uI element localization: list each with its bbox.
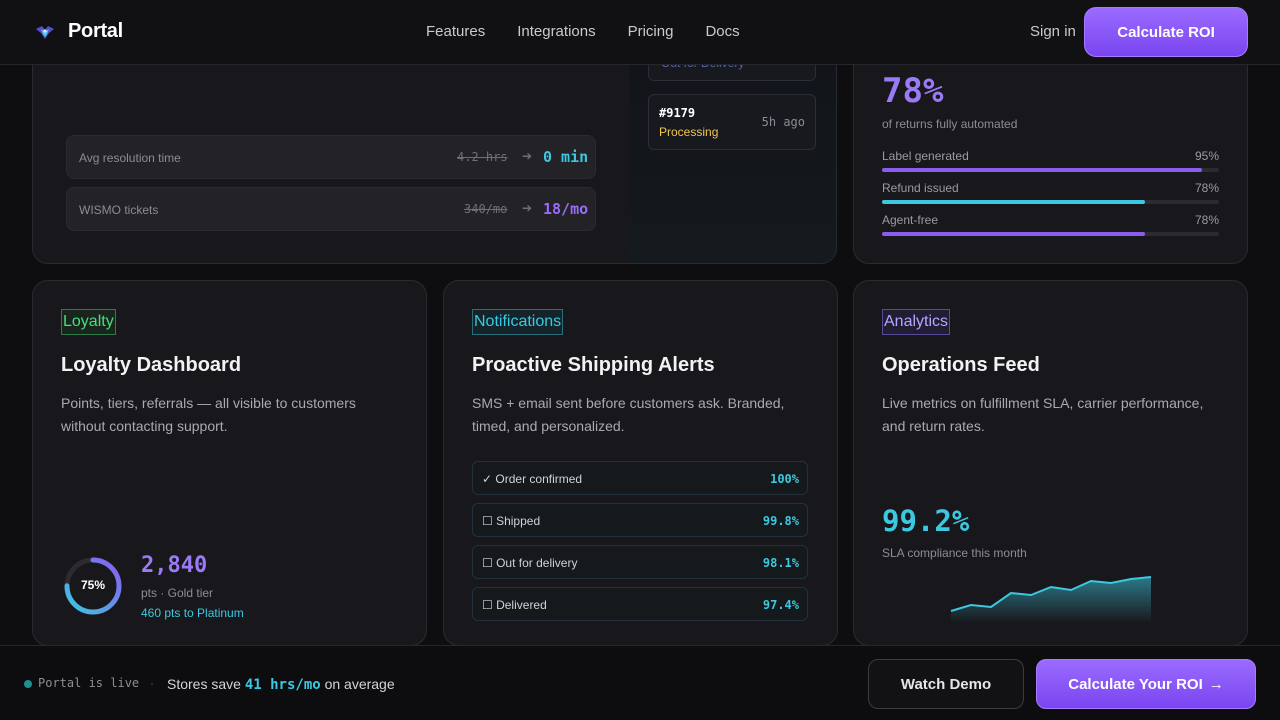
- bar-track: [882, 200, 1219, 204]
- brand-name: Portal: [68, 20, 123, 42]
- stat-old-value: 4.2 hrs: [457, 150, 508, 164]
- stat-label: Avg resolution time: [79, 151, 181, 165]
- stat-new-value: 18/mo: [543, 200, 589, 218]
- bar-track: [882, 232, 1219, 236]
- alert-label: ☐ Shipped: [482, 514, 541, 528]
- bottom-cta-bar: Portal is live · Stores save 41 hrs/mo o…: [0, 645, 1280, 720]
- card-description: Points, tiers, referrals — all visible t…: [61, 395, 356, 434]
- button-label: Calculate Your ROI: [1068, 675, 1203, 693]
- brand-logo[interactable]: Portal: [34, 20, 123, 43]
- bar-value: 78%: [1194, 213, 1219, 227]
- progress-bar-label-generated: Label generated 95%: [882, 149, 1219, 172]
- tier-progress-ring: [64, 557, 122, 615]
- nav-link-features[interactable]: Features: [426, 23, 486, 40]
- bar-fill: [882, 232, 1145, 236]
- bar-label: Refund issued: [882, 181, 959, 195]
- separator: ·: [150, 676, 154, 690]
- stat-old-value: 340/mo: [464, 202, 508, 216]
- loyalty-tag: Loyalty: [61, 309, 116, 335]
- nav-link-pricing[interactable]: Pricing: [627, 23, 674, 40]
- calculate-your-roi-button[interactable]: Calculate Your ROI →: [1036, 659, 1256, 709]
- analytics-card: Analytics Operations Feed Live metrics o…: [853, 280, 1248, 646]
- arrow-right-icon: ➔: [522, 201, 533, 215]
- alert-row-delivered: ☐ Delivered 97.4%: [472, 587, 808, 621]
- savings-value: 41 hrs/mo: [244, 677, 321, 693]
- notifications-tag: Notifications: [472, 309, 564, 335]
- stat-label: WISMO tickets: [79, 203, 159, 217]
- portal-logo-icon: [36, 25, 54, 39]
- live-status-dot: [24, 680, 32, 688]
- alert-rate: 98.1%: [762, 556, 799, 570]
- sparkline-area: [951, 577, 1151, 623]
- calculate-roi-button[interactable]: Calculate ROI: [1084, 7, 1248, 57]
- stat-new-value: 0 min: [543, 148, 589, 166]
- alert-label: ✓ Order confirmed: [482, 472, 583, 486]
- alert-rate: 97.4%: [762, 598, 799, 612]
- ticket-item[interactable]: #9179 Processing 5h ago: [648, 94, 816, 150]
- alert-rate: 100%: [770, 472, 799, 486]
- loyalty-card: Loyalty Loyalty Dashboard Points, tiers,…: [32, 280, 427, 646]
- ticket-status: Processing: [659, 125, 719, 139]
- sla-caption: SLA compliance this month: [882, 546, 1027, 560]
- sla-value: 99.2%: [882, 504, 970, 538]
- nav-link-docs[interactable]: Docs: [705, 23, 740, 40]
- alert-rate: 99.8%: [762, 514, 799, 528]
- sign-in-link[interactable]: Sign in: [1030, 23, 1076, 40]
- returns-automated-value: 78%: [882, 71, 944, 111]
- tier-progress-label: 75%: [80, 578, 106, 592]
- nav-link-integrations[interactable]: Integrations: [517, 23, 596, 40]
- points-to-next-tier: 460 pts to Platinum: [141, 606, 244, 620]
- alert-label: ☐ Delivered: [482, 598, 547, 612]
- stat-row-wismo: WISMO tickets 340/mo ➔ 18/mo: [66, 187, 596, 231]
- alert-row-order-confirmed: ✓ Order confirmed 100%: [472, 461, 808, 495]
- sla-sparkline: [950, 576, 1152, 623]
- savings-prefix: Stores save: [167, 676, 241, 692]
- bar-value: 78%: [1194, 181, 1219, 195]
- bar-fill: [882, 168, 1203, 172]
- points-tier: pts · Gold tier: [141, 586, 214, 600]
- returns-caption: of returns fully automated: [882, 117, 1018, 131]
- bar-track: [882, 168, 1219, 172]
- alert-label: ☐ Out for delivery: [482, 556, 578, 570]
- card-description: SMS + email sent before customers ask. B…: [472, 395, 785, 434]
- sparkline-line: [950, 576, 1152, 612]
- bar-fill: [882, 200, 1145, 204]
- savings-line: Stores save 41 hrs/mo on average: [167, 676, 395, 693]
- stat-row-resolution: Avg resolution time 4.2 hrs ➔ 0 min: [66, 135, 596, 179]
- notifications-card: Notifications Proactive Shipping Alerts …: [443, 280, 838, 646]
- ticket-id: #9179: [659, 106, 696, 120]
- bar-label: Agent-free: [882, 213, 939, 227]
- bar-value: 95%: [1194, 149, 1219, 163]
- nav-links: Features Integrations Pricing Docs: [426, 23, 740, 40]
- analytics-tag: Analytics: [882, 309, 951, 335]
- card-description: Live metrics on fulfillment SLA, carrier…: [882, 395, 1204, 434]
- arrow-right-icon: ➔: [522, 149, 533, 163]
- card-title: Proactive Shipping Alerts: [472, 354, 715, 376]
- card-title: Operations Feed: [882, 354, 1040, 376]
- card-title: Loyalty Dashboard: [61, 354, 242, 376]
- savings-suffix: on average: [324, 676, 395, 692]
- progress-bar-refund-issued: Refund issued 78%: [882, 181, 1219, 204]
- top-nav: Portal Features Integrations Pricing Doc…: [0, 0, 1280, 65]
- points-value: 2,840: [141, 553, 208, 578]
- live-status-text: Portal is live: [38, 676, 140, 690]
- bar-label: Label generated: [882, 149, 969, 163]
- alert-row-shipped: ☐ Shipped 99.8%: [472, 503, 808, 537]
- alert-row-out-for-delivery: ☐ Out for delivery 98.1%: [472, 545, 808, 579]
- ticket-time: 5h ago: [761, 115, 805, 129]
- watch-demo-button[interactable]: Watch Demo: [868, 659, 1024, 709]
- progress-bar-agent-free: Agent-free 78%: [882, 213, 1219, 236]
- arrow-right-icon: →: [1208, 675, 1224, 693]
